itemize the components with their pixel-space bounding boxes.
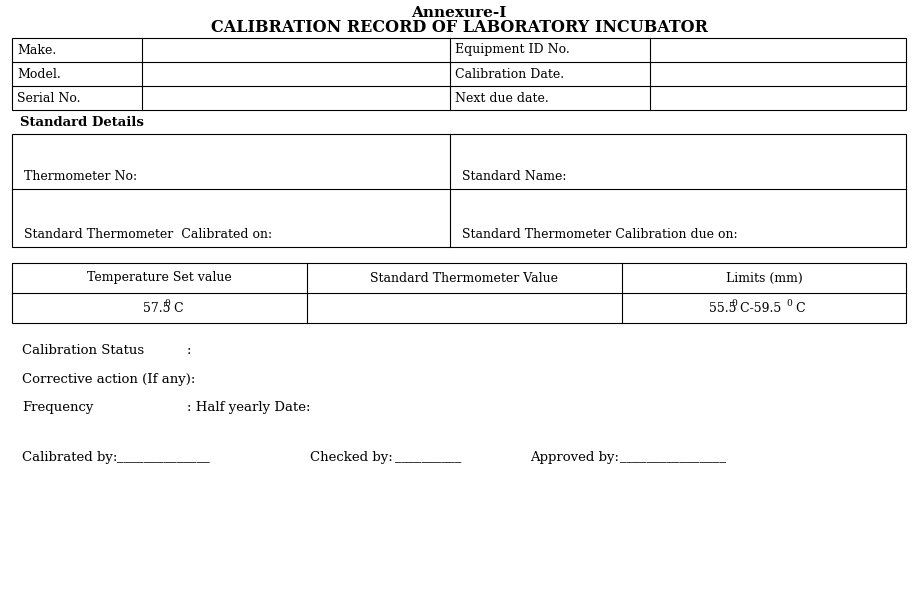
Text: :: : bbox=[187, 344, 192, 358]
Bar bbox=[12, 134, 906, 247]
Text: Standard Thermometer  Calibrated on:: Standard Thermometer Calibrated on: bbox=[24, 227, 272, 240]
Text: ______________: ______________ bbox=[117, 450, 209, 463]
Text: Calibration Status: Calibration Status bbox=[22, 344, 144, 358]
Text: Model.: Model. bbox=[17, 68, 61, 81]
Text: Approved by:: Approved by: bbox=[530, 450, 619, 463]
Text: Serial No.: Serial No. bbox=[17, 91, 81, 105]
Text: Frequency: Frequency bbox=[22, 401, 94, 413]
Text: __________: __________ bbox=[395, 450, 461, 463]
Text: CALIBRATION RECORD OF LABORATORY INCUBATOR: CALIBRATION RECORD OF LABORATORY INCUBAT… bbox=[210, 20, 708, 36]
Bar bbox=[12, 38, 906, 110]
Text: Standard Name:: Standard Name: bbox=[462, 169, 566, 182]
Text: Annexure-I: Annexure-I bbox=[411, 6, 507, 20]
Text: Thermometer No:: Thermometer No: bbox=[24, 169, 137, 182]
Text: 57.5: 57.5 bbox=[142, 301, 170, 315]
Text: Standard Details: Standard Details bbox=[20, 117, 144, 130]
Text: 55.5: 55.5 bbox=[709, 301, 736, 315]
Text: Standard Thermometer Value: Standard Thermometer Value bbox=[371, 271, 558, 285]
Text: Equipment ID No.: Equipment ID No. bbox=[455, 44, 570, 56]
Text: ________________: ________________ bbox=[620, 450, 726, 463]
Text: Checked by:: Checked by: bbox=[310, 450, 393, 463]
Text: C-59.5: C-59.5 bbox=[736, 301, 781, 315]
Text: Corrective action (If any):: Corrective action (If any): bbox=[22, 373, 196, 386]
Text: Temperature Set value: Temperature Set value bbox=[87, 271, 232, 285]
Text: 0: 0 bbox=[786, 299, 791, 308]
Text: Calibrated by:: Calibrated by: bbox=[22, 450, 118, 463]
Text: Make.: Make. bbox=[17, 44, 56, 56]
Text: : Half yearly Date:: : Half yearly Date: bbox=[187, 401, 310, 413]
Bar bbox=[12, 263, 906, 323]
Text: 0: 0 bbox=[731, 299, 737, 308]
Text: Next due date.: Next due date. bbox=[455, 91, 549, 105]
Text: 0: 0 bbox=[164, 299, 170, 308]
Text: C: C bbox=[791, 301, 805, 315]
Text: Calibration Date.: Calibration Date. bbox=[455, 68, 565, 81]
Text: Limits (mm): Limits (mm) bbox=[725, 271, 802, 285]
Text: Standard Thermometer Calibration due on:: Standard Thermometer Calibration due on: bbox=[462, 227, 738, 240]
Text: C: C bbox=[170, 301, 184, 315]
